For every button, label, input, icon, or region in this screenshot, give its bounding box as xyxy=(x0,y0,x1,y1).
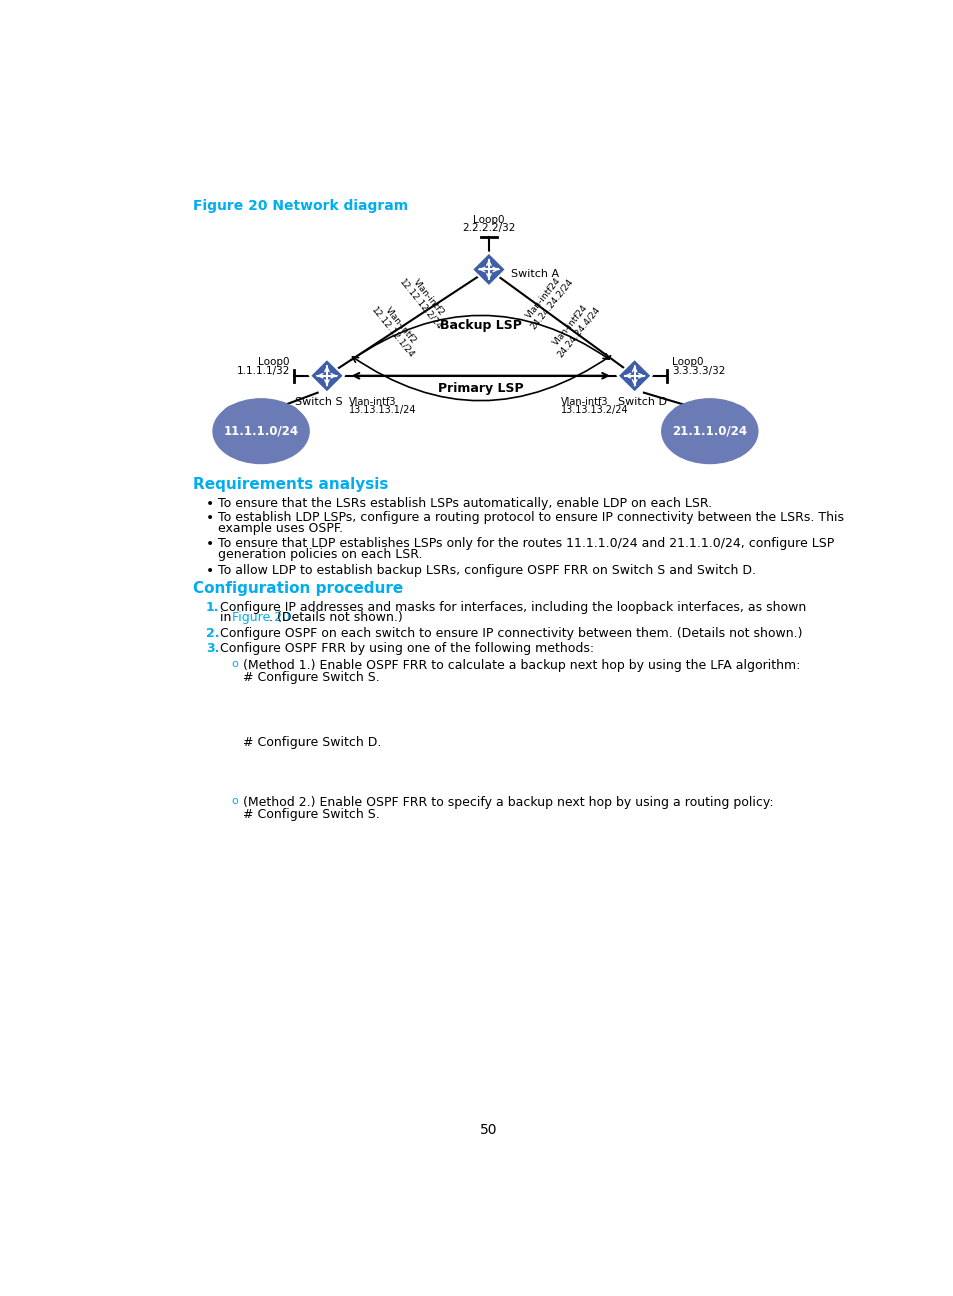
Text: Switch A: Switch A xyxy=(510,270,558,279)
Text: Vlan-intf2
12.12.12.2/24: Vlan-intf2 12.12.12.2/24 xyxy=(397,271,452,332)
Ellipse shape xyxy=(715,404,746,422)
Text: To ensure that the LSRs establish LSPs automatically, enable LDP on each LSR.: To ensure that the LSRs establish LSPs a… xyxy=(218,498,712,511)
Text: Configure OSPF on each switch to ensure IP connectivity between them. (Details n: Configure OSPF on each switch to ensure … xyxy=(220,627,801,640)
Text: 11.1.1.0/24: 11.1.1.0/24 xyxy=(223,425,298,438)
Ellipse shape xyxy=(245,404,276,422)
Text: •: • xyxy=(206,498,214,512)
Text: 13.13.13.2/24: 13.13.13.2/24 xyxy=(560,404,628,415)
Text: 3.3.3.3/32: 3.3.3.3/32 xyxy=(671,367,724,376)
Text: Loop0: Loop0 xyxy=(258,356,290,367)
Text: Configuration procedure: Configuration procedure xyxy=(193,581,403,596)
Text: 1.: 1. xyxy=(206,600,219,613)
Text: in: in xyxy=(220,612,235,625)
Text: To allow LDP to establish backup LSRs, configure OSPF FRR on Switch S and Switch: To allow LDP to establish backup LSRs, c… xyxy=(218,564,756,577)
Text: Figure 20: Figure 20 xyxy=(232,612,290,625)
Text: 13.13.13.1/24: 13.13.13.1/24 xyxy=(348,404,416,415)
Text: (Method 1.) Enable OSPF FRR to calculate a backup next hop by using the LFA algo: (Method 1.) Enable OSPF FRR to calculate… xyxy=(243,660,800,673)
Text: Switch D: Switch D xyxy=(618,397,666,407)
Ellipse shape xyxy=(224,404,254,422)
Text: o: o xyxy=(232,796,238,806)
Text: Vlan-intf24
24.24.24.2/24: Vlan-intf24 24.24.24.2/24 xyxy=(520,271,575,332)
Polygon shape xyxy=(310,359,344,393)
Polygon shape xyxy=(472,253,505,286)
Text: Vlan-intf3: Vlan-intf3 xyxy=(348,397,395,407)
Text: Loop0: Loop0 xyxy=(473,215,504,224)
Text: # Configure Switch S.: # Configure Switch S. xyxy=(243,671,379,684)
Text: •: • xyxy=(206,511,214,525)
Text: Loop0: Loop0 xyxy=(671,356,702,367)
Ellipse shape xyxy=(694,404,724,422)
Text: Backup LSP: Backup LSP xyxy=(439,319,521,332)
Text: example uses OSPF.: example uses OSPF. xyxy=(218,522,343,535)
Ellipse shape xyxy=(672,404,703,422)
Text: Requirements analysis: Requirements analysis xyxy=(193,477,388,492)
Ellipse shape xyxy=(267,404,298,422)
Text: . (Details not shown.): . (Details not shown.) xyxy=(269,612,402,625)
Text: Configure IP addresses and masks for interfaces, including the loopback interfac: Configure IP addresses and masks for int… xyxy=(220,600,805,613)
Text: 50: 50 xyxy=(479,1122,497,1137)
Text: 1.1.1.1/32: 1.1.1.1/32 xyxy=(236,367,290,376)
Ellipse shape xyxy=(213,399,309,464)
Text: Primary LSP: Primary LSP xyxy=(437,381,523,394)
Text: (Method 2.) Enable OSPF FRR to specify a backup next hop by using a routing poli: (Method 2.) Enable OSPF FRR to specify a… xyxy=(243,796,773,809)
Text: Switch S: Switch S xyxy=(295,397,343,407)
Text: To ensure that LDP establishes LSPs only for the routes 11.1.1.0/24 and 21.1.1.0: To ensure that LDP establishes LSPs only… xyxy=(218,538,834,551)
Text: Vlan-intf3: Vlan-intf3 xyxy=(560,397,608,407)
Text: 2.2.2.2/32: 2.2.2.2/32 xyxy=(462,223,515,232)
Text: o: o xyxy=(232,660,238,669)
Ellipse shape xyxy=(661,399,757,464)
Text: •: • xyxy=(206,538,214,551)
Text: Vlan-intf2
12.12.12.1/24: Vlan-intf2 12.12.12.1/24 xyxy=(370,298,424,359)
Text: generation policies on each LSR.: generation policies on each LSR. xyxy=(218,548,422,561)
Text: # Configure Switch D.: # Configure Switch D. xyxy=(243,736,381,749)
Text: Figure 20 Network diagram: Figure 20 Network diagram xyxy=(193,198,408,213)
Text: To establish LDP LSPs, configure a routing protocol to ensure IP connectivity be: To establish LDP LSPs, configure a routi… xyxy=(218,511,843,525)
Text: 3.: 3. xyxy=(206,642,219,656)
Text: 2.: 2. xyxy=(206,627,219,640)
Text: Vlan-intf24
24.24.24.4/24: Vlan-intf24 24.24.24.4/24 xyxy=(546,298,600,359)
Text: 21.1.1.0/24: 21.1.1.0/24 xyxy=(672,425,746,438)
Polygon shape xyxy=(617,359,651,393)
Text: Configure OSPF FRR by using one of the following methods:: Configure OSPF FRR by using one of the f… xyxy=(220,642,594,656)
Text: # Configure Switch S.: # Configure Switch S. xyxy=(243,809,379,822)
Text: •: • xyxy=(206,564,214,578)
